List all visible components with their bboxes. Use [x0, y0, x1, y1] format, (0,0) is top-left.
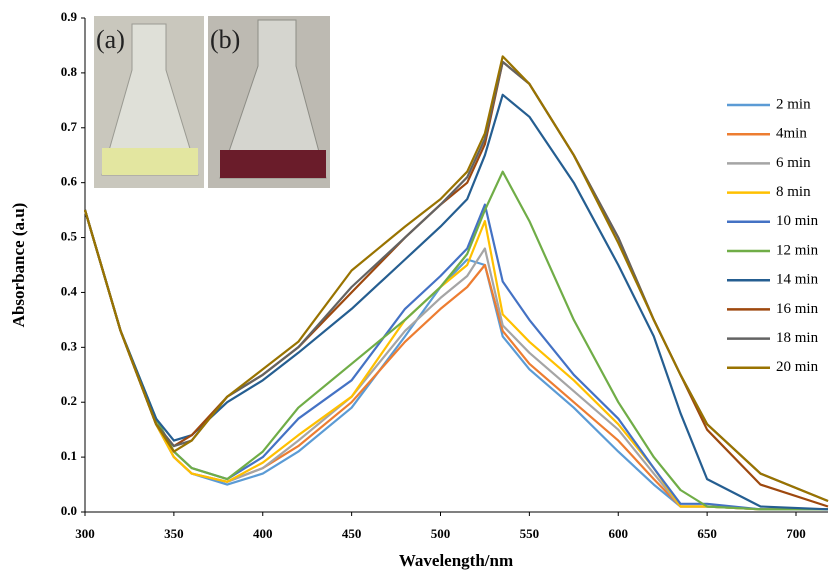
- inset-label: (a): [96, 25, 125, 54]
- series-line: [83, 170, 828, 511]
- legend-item: 20 min: [727, 359, 819, 375]
- y-tick-label: 0.6: [61, 174, 78, 189]
- series-line: [83, 55, 829, 503]
- series-line: [83, 209, 828, 511]
- legend-label: 6 min: [776, 155, 811, 171]
- x-axis-title: Wavelength/nm: [399, 551, 513, 570]
- y-tick-label: 0.9: [61, 9, 78, 24]
- y-tick-label: 0.3: [61, 338, 78, 353]
- y-tick-label: 0.2: [61, 393, 77, 408]
- y-tick-label: 0.4: [61, 283, 78, 298]
- legend-label: 14 min: [776, 272, 819, 288]
- x-tick-label: 300: [75, 526, 95, 541]
- legend-label: 2 min: [776, 96, 811, 112]
- inset-label: (b): [210, 25, 240, 54]
- y-tick-label: 0.5: [61, 229, 78, 244]
- legend-item: 4min: [727, 126, 807, 142]
- series-line: [83, 93, 829, 511]
- legend-item: 10 min: [727, 213, 819, 229]
- y-axis-title: Absorbance (a.u): [9, 203, 28, 328]
- inset-photos: (a) (b): [94, 16, 330, 188]
- legend-label: 4min: [776, 126, 807, 142]
- liquid-b: [220, 150, 326, 178]
- x-tick-label: 650: [697, 526, 717, 541]
- legend-item: 16 min: [727, 301, 819, 317]
- x-tick-label: 600: [609, 526, 629, 541]
- series-line: [83, 203, 828, 511]
- legend-item: 8 min: [727, 184, 811, 200]
- series-line: [83, 209, 828, 511]
- y-tick-label: 0.1: [61, 448, 77, 463]
- x-tick-label: 450: [342, 526, 362, 541]
- legend-label: 10 min: [776, 213, 819, 229]
- x-tick-label: 350: [164, 526, 184, 541]
- series-line: [83, 209, 828, 511]
- x-tick-label: 550: [520, 526, 540, 541]
- legend-label: 8 min: [776, 184, 811, 200]
- legend-item: 12 min: [727, 242, 819, 258]
- y-tick-label: 0.7: [61, 119, 78, 134]
- x-tick-label: 700: [786, 526, 806, 541]
- series-line: [83, 209, 828, 511]
- x-tick-label: 500: [431, 526, 451, 541]
- liquid-a: [102, 148, 198, 175]
- legend-label: 16 min: [776, 301, 819, 317]
- legend-label: 20 min: [776, 359, 819, 375]
- legend-item: 18 min: [727, 330, 819, 346]
- legend-label: 18 min: [776, 330, 819, 346]
- legend-item: 6 min: [727, 155, 811, 171]
- legend-label: 12 min: [776, 242, 819, 258]
- legend-item: 2 min: [727, 96, 811, 112]
- legend-item: 14 min: [727, 272, 819, 288]
- x-tick-label: 400: [253, 526, 273, 541]
- y-tick-label: 0.8: [61, 64, 78, 79]
- y-tick-label: 0.0: [61, 503, 77, 518]
